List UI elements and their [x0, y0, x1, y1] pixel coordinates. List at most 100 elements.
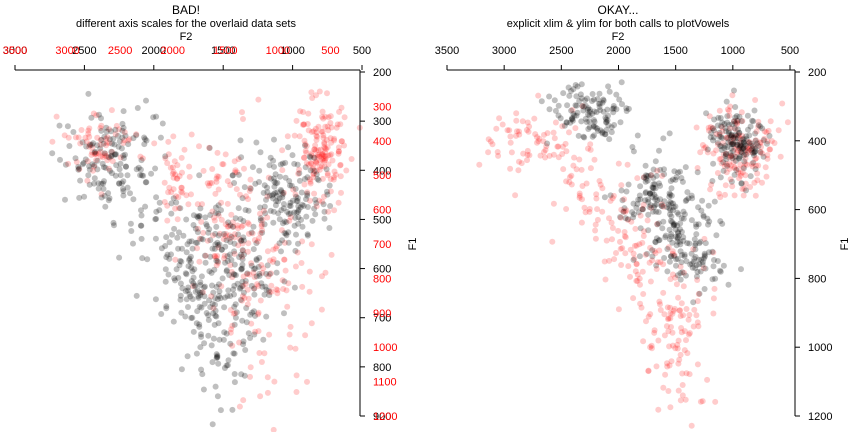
right-point-red: [634, 175, 641, 182]
left-point-red: [174, 162, 181, 169]
left-point-red: [272, 245, 279, 252]
right-point-red: [711, 285, 718, 292]
right-point-red: [576, 156, 583, 163]
right-point-black: [579, 102, 586, 109]
right-point-black: [721, 145, 728, 152]
right-point-black: [702, 265, 709, 272]
left-point-red: [324, 90, 330, 97]
right-point-black: [669, 239, 676, 246]
left-point-black: [230, 271, 237, 277]
right-x-tick-label: 2000: [606, 45, 630, 57]
right-point-red: [647, 244, 654, 251]
right-point-red: [731, 145, 738, 152]
left-point-red: [303, 149, 310, 156]
left-point-red: [296, 166, 303, 173]
left-point-red: [261, 350, 268, 357]
left-point-black: [314, 176, 321, 182]
left-point-red: [231, 158, 238, 165]
left-point-black: [320, 201, 327, 208]
right-point-black: [668, 213, 675, 220]
left-point-red: [65, 160, 72, 167]
left-point-red: [317, 164, 323, 170]
left-point-red: [278, 227, 285, 234]
left-point-black: [292, 247, 299, 254]
right-point-red: [651, 327, 658, 334]
right-point-red: [679, 382, 686, 388]
right-point-black: [594, 127, 601, 134]
left-point-red: [179, 189, 186, 196]
left-point-black: [253, 139, 260, 146]
left-point-black: [144, 256, 151, 263]
left-point-red: [239, 293, 246, 300]
left-point-red: [301, 154, 308, 161]
right-point-black: [678, 228, 685, 235]
right-point-black: [690, 258, 697, 265]
right-point-black: [689, 264, 696, 271]
right-point-black: [538, 98, 545, 105]
left-point-black: [183, 296, 190, 303]
right-point-black: [710, 134, 717, 141]
left-point-red: [325, 127, 332, 134]
left-point-black: [304, 192, 311, 199]
left-point-red: [231, 231, 238, 238]
right-point-black: [568, 107, 575, 114]
left-point-red: [106, 154, 113, 161]
right-point-black: [740, 144, 747, 151]
left-point-black: [256, 272, 263, 279]
right-point-red: [570, 162, 577, 169]
left-point-black: [197, 205, 204, 212]
left-point-red: [335, 148, 342, 155]
left-point-red: [90, 110, 97, 117]
left-point-black: [238, 237, 245, 244]
left-point-black: [225, 219, 232, 226]
left-point-black: [204, 223, 210, 229]
right-point-red: [652, 250, 659, 257]
right-point-red: [677, 263, 684, 270]
right-point-black: [634, 200, 641, 207]
left-point-black: [264, 262, 271, 269]
right-point-red: [716, 107, 723, 114]
left-point-red: [210, 214, 217, 221]
left-point-black: [79, 139, 86, 146]
right-point-black: [728, 153, 735, 159]
right-point-black: [724, 162, 731, 169]
left-x-tick-label: 2500: [72, 45, 96, 57]
right-point-black: [700, 213, 707, 220]
right-point-black: [736, 113, 743, 120]
right-point-black: [682, 164, 689, 171]
right-point-red: [549, 238, 556, 245]
right-point-red: [727, 162, 734, 169]
right-point-black: [722, 142, 729, 149]
right-point-red: [576, 190, 583, 197]
left-point-red: [257, 297, 264, 304]
left-point-red: [304, 189, 311, 196]
left-point-black: [200, 386, 207, 393]
left-point-red: [299, 121, 306, 128]
left-point-black: [232, 215, 239, 222]
left-point-black: [321, 208, 328, 215]
left-point-black: [257, 149, 264, 156]
left-point-red: [228, 268, 235, 275]
left-point-red: [292, 191, 299, 198]
left-point-red: [308, 160, 315, 167]
right-point-red: [576, 194, 583, 201]
left-point-red: [321, 193, 327, 200]
right-point-black: [652, 194, 659, 201]
left-point-red: [327, 152, 333, 159]
right-point-black: [569, 117, 576, 124]
left-point-black: [301, 176, 308, 182]
left-point-black: [231, 240, 238, 247]
right-point-black: [645, 172, 652, 179]
right-point-black: [702, 240, 709, 247]
left-point-black: [303, 196, 309, 203]
right-point-red: [679, 392, 686, 399]
right-point-black: [630, 148, 637, 155]
left-point-red: [318, 152, 325, 159]
right-point-black: [703, 110, 710, 117]
right-point-red: [587, 141, 594, 148]
left-point-red: [267, 257, 273, 264]
right-point-black: [603, 116, 610, 123]
left-point-black: [222, 259, 229, 266]
left-point-black: [261, 182, 268, 189]
right-point-black: [733, 132, 740, 139]
